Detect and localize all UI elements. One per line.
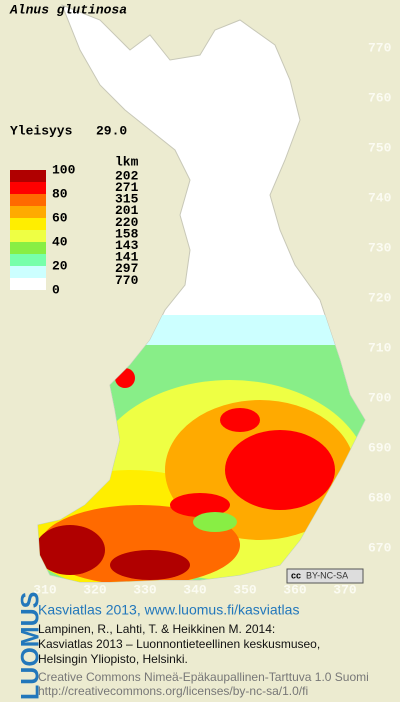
- count: 770: [115, 273, 139, 288]
- footer-link[interactable]: Kasviatlas 2013, www.luomus.fi/kasviatla…: [38, 602, 299, 618]
- legend-swatch: [10, 242, 46, 254]
- legend-swatch: [10, 194, 46, 206]
- grid-x-label: 360: [283, 582, 307, 597]
- zone: [170, 493, 230, 517]
- legend-swatch: [10, 266, 46, 278]
- scale-label: 100: [52, 162, 76, 177]
- logo: LUOMUS: [17, 592, 45, 700]
- count: 220: [115, 215, 139, 230]
- grid-y-label: 700: [368, 390, 392, 405]
- count: 201: [115, 203, 139, 218]
- zone: [110, 550, 190, 580]
- grid-x-label: 320: [83, 582, 107, 597]
- frequency-label: Yleisyys: [10, 123, 73, 138]
- grid-x-label: 310: [33, 582, 57, 597]
- grid-x-label: 370: [333, 582, 357, 597]
- legend-swatch: [10, 230, 46, 242]
- species-title: Alnus glutinosa: [9, 2, 127, 17]
- scale-label: 0: [52, 282, 60, 297]
- count: 271: [115, 180, 139, 195]
- grid-x-label: 330: [133, 582, 157, 597]
- count: 143: [115, 238, 139, 253]
- grid-y-label: 710: [368, 340, 392, 355]
- grid-labels: 770 760 750 740 730 720 710 700 690 680 670 310 320 3…: [33, 40, 391, 597]
- citation-line: Lampinen, R., Lahti, T. & Heikkinen M. 2…: [38, 622, 275, 636]
- grid-y-label: 680: [368, 490, 392, 505]
- grid-x-label: 350: [233, 582, 257, 597]
- grid-y-label: 670: [368, 540, 392, 555]
- zone: [225, 430, 335, 510]
- legend-swatch: [10, 206, 46, 218]
- scale-label: 20: [52, 258, 68, 273]
- legend-swatch: [10, 278, 46, 290]
- count: 141: [115, 250, 139, 265]
- legend-swatch: [10, 254, 46, 266]
- count: 202: [115, 168, 139, 183]
- license-badge-text: BY-NC-SA: [306, 570, 348, 580]
- zone: [193, 512, 237, 532]
- scale-label: 60: [52, 210, 68, 225]
- frequency-value: 29.0: [96, 123, 127, 138]
- zone: [38, 525, 105, 575]
- license-line: http://creativecommons.org/licenses/by-n…: [38, 684, 308, 698]
- count: 158: [115, 226, 139, 241]
- count-header: lkm: [115, 154, 139, 169]
- legend-swatch: [10, 170, 46, 182]
- grid-y-label: 760: [368, 90, 392, 105]
- legend: 100 80 60 40 20 0 2022713152012201581431412977…: [10, 162, 139, 297]
- citation-line: Kasviatlas 2013 – Luonnontieteellinen ke…: [38, 637, 320, 651]
- grid-x-label: 340: [183, 582, 207, 597]
- count: 297: [115, 261, 138, 276]
- zone: [220, 408, 260, 432]
- footer: Lampinen, R., Lahti, T. & Heikkinen M. 2…: [38, 622, 369, 698]
- grid-y-label: 740: [368, 190, 392, 205]
- count: 315: [115, 192, 139, 207]
- scale-label: 80: [52, 186, 68, 201]
- legend-swatch: [10, 218, 46, 230]
- grid-y-label: 690: [368, 440, 392, 455]
- scale-label: 40: [52, 234, 68, 249]
- grid-y-label: 750: [368, 140, 392, 155]
- legend-swatch: [10, 182, 46, 194]
- license-line: Creative Commons Nimeä-Epäkaupallinen-Ta…: [38, 670, 369, 684]
- grid-y-label: 720: [368, 290, 392, 305]
- citation-line: Helsingin Yliopisto, Helsinki.: [38, 652, 188, 666]
- cc-icon: cc: [291, 570, 301, 580]
- license-badge: [286, 568, 364, 584]
- grid-y-label: 730: [368, 240, 392, 255]
- grid-y-label: 770: [368, 40, 392, 55]
